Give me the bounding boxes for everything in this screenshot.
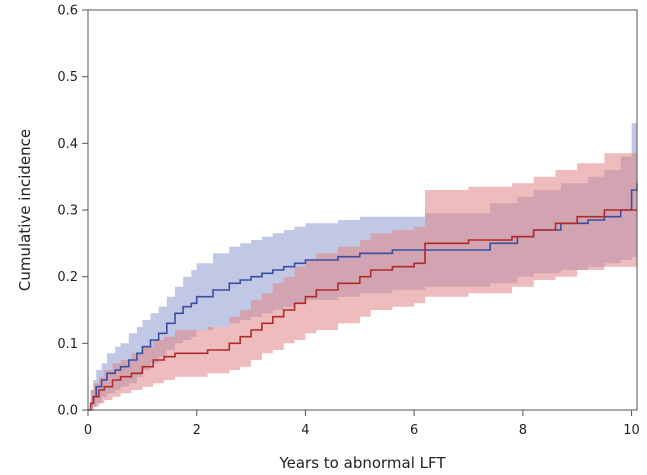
confidence-bands: [88, 116, 637, 411]
y-tick-label: 0.1: [57, 337, 78, 352]
y-tick-label: 0.0: [57, 404, 78, 419]
x-tick-label: 8: [519, 423, 527, 438]
incidence-lines: [88, 183, 638, 411]
x-tick-label: 2: [193, 423, 201, 438]
x-axis: 0 2 4 6 8 10: [84, 410, 640, 438]
y-tick-label: 0.6: [57, 4, 78, 19]
x-tick-label: 6: [410, 423, 418, 438]
y-tick-label: 0.5: [57, 70, 78, 85]
x-tick-label: 4: [301, 423, 309, 438]
y-axis: 0.0 0.1 0.2 0.3 0.4 0.5 0.6: [57, 4, 88, 419]
y-axis-title: Cumulative incidence: [16, 129, 34, 291]
y-tick-label: 0.3: [57, 204, 78, 219]
y-tick-label: 0.4: [57, 137, 78, 152]
x-axis-title: Years to abnormal LFT: [278, 454, 446, 472]
x-tick-label: 10: [623, 423, 640, 438]
incidence-line-2: [88, 209, 637, 411]
x-tick-label: 0: [84, 423, 92, 438]
y-tick-label: 0.2: [57, 270, 78, 285]
confidence-band-2: [88, 153, 637, 411]
